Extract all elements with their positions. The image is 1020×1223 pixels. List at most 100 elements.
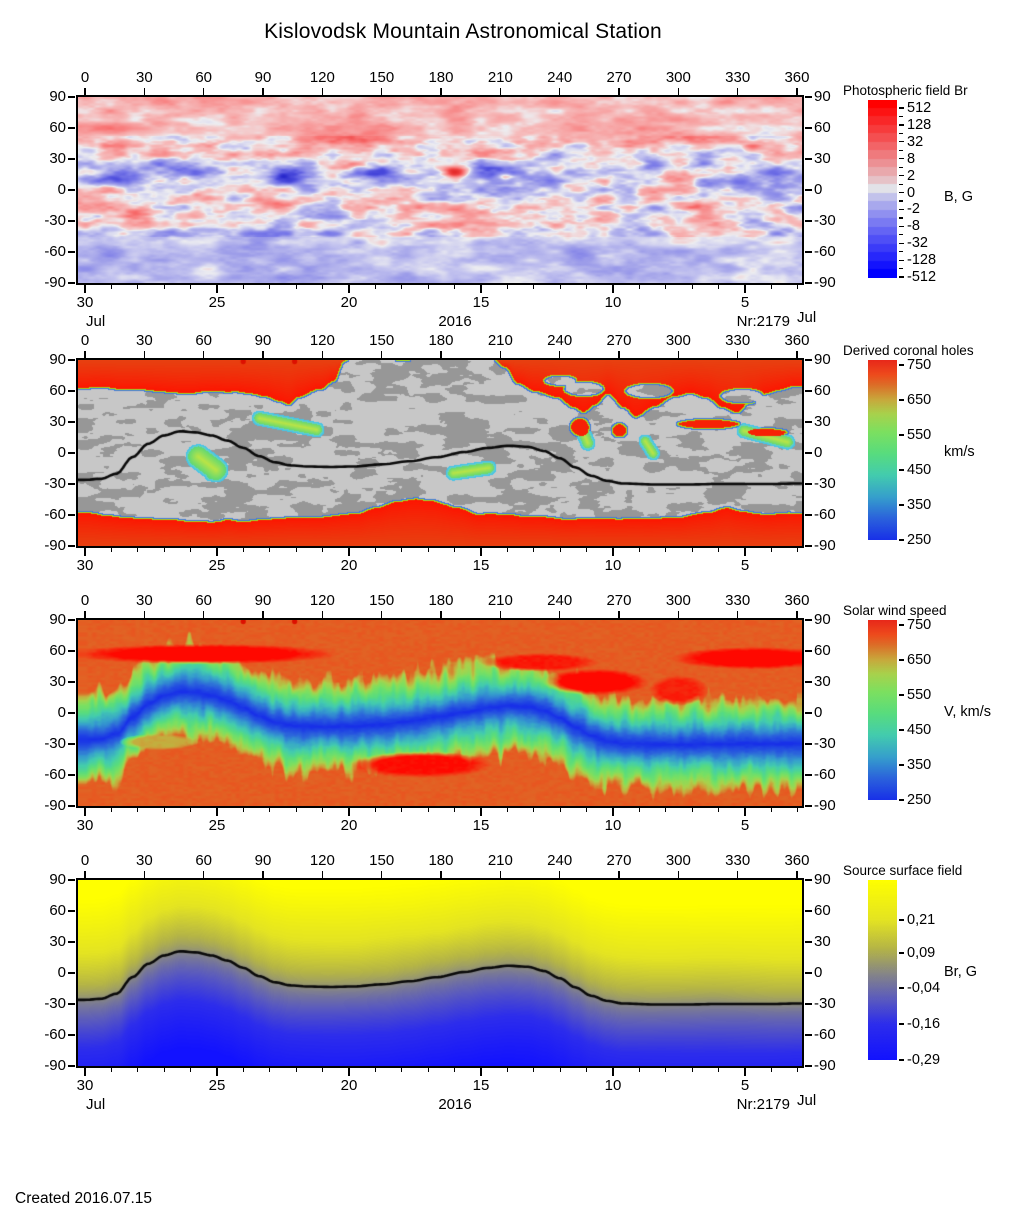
lat-axis-tick-left [68, 483, 75, 485]
lon-axis-label: 90 [254, 69, 272, 86]
lat-axis-label-right: 90 [814, 611, 831, 628]
date-axis-label: 5 [740, 557, 750, 574]
lat-axis-tick-left [68, 619, 75, 621]
lon-axis-tick [381, 88, 383, 95]
lon-axis-label: 270 [606, 592, 632, 609]
colorbar-tick-label: 128 [907, 116, 932, 133]
date-axis-tick [189, 808, 192, 812]
date-axis-label: 30 [76, 294, 94, 311]
lon-axis-tick [499, 871, 501, 878]
date-axis-tick [110, 548, 113, 552]
lat-axis-label-left: 60 [49, 902, 66, 919]
lat-axis-label-right: 30 [814, 413, 831, 430]
lon-axis-label: 270 [606, 69, 632, 86]
lon-axis-label: 240 [547, 332, 573, 349]
lat-axis-tick-right [805, 452, 812, 454]
date-axis-label: 20 [340, 817, 358, 834]
lat-axis-tick-left [68, 910, 75, 912]
lat-axis-label-right: 30 [814, 933, 831, 950]
lat-axis-label-left: -90 [44, 1057, 66, 1074]
date-axis-tick [585, 548, 588, 552]
date-axis-tick [269, 808, 271, 812]
lon-axis-label: 210 [487, 592, 513, 609]
colorbar-tick-label: -8 [907, 218, 920, 235]
lat-axis-label-left: -90 [44, 537, 66, 554]
colorbar-tick-label: 32 [907, 133, 924, 150]
date-axis-tick [110, 1068, 113, 1072]
date-axis-tick [321, 285, 324, 289]
lon-axis-tick [618, 88, 620, 95]
date-axis-label: 15 [472, 1077, 490, 1094]
lat-axis-tick-left [68, 774, 75, 776]
date-axis-tick [84, 285, 86, 293]
lon-axis-label: 90 [254, 592, 272, 609]
colorbar-tick [899, 952, 904, 954]
colorbar-tick [899, 1023, 904, 1025]
lon-axis-label: 240 [547, 69, 573, 86]
lon-axis-label: 150 [369, 592, 395, 609]
colorbar-tick-label: 750 [907, 357, 932, 374]
lat-axis-label-right: 60 [814, 902, 831, 919]
wind-colorbar-canvas [868, 620, 897, 800]
date-axis-label: 20 [340, 557, 358, 574]
date-axis-label: 5 [740, 1077, 750, 1094]
lat-axis-tick-left [68, 390, 75, 392]
lon-axis-label: 330 [725, 592, 751, 609]
lon-axis-tick [143, 88, 145, 95]
date-axis-label: 10 [604, 817, 622, 834]
lon-axis-tick [262, 611, 264, 618]
date-axis-tick [374, 808, 377, 812]
date-axis-tick [744, 285, 746, 293]
month-label-left: Jul [86, 313, 106, 330]
date-axis-tick [269, 548, 271, 552]
lat-axis-tick-right [805, 251, 812, 253]
lat-axis-label-left: 60 [49, 119, 66, 136]
date-axis-tick [427, 548, 429, 552]
date-axis-tick [453, 1068, 456, 1072]
lon-axis-label: 330 [725, 332, 751, 349]
lat-axis-label-right: -90 [814, 797, 836, 814]
date-axis-tick [612, 285, 614, 293]
colorbar-tick [899, 259, 904, 261]
lon-axis-tick [440, 871, 442, 878]
lon-axis-tick [796, 871, 798, 878]
colorbar-minor-tick [899, 166, 903, 168]
colorbar-tick-label: 450 [907, 721, 932, 738]
date-axis-tick [242, 808, 245, 812]
lat-axis-label-left: -30 [44, 735, 66, 752]
colorbar-tick [899, 399, 904, 401]
date-axis-tick [638, 285, 641, 289]
lat-axis-label-left: -90 [44, 797, 66, 814]
lon-axis-tick [499, 351, 501, 358]
date-axis-label: 30 [76, 557, 94, 574]
colorbar-title: Solar wind speed [843, 603, 947, 618]
colorbar-minor-tick [899, 183, 903, 185]
lon-axis-label: 90 [254, 852, 272, 869]
lat-axis-tick-right [805, 1034, 812, 1036]
date-axis-tick [163, 1068, 165, 1072]
lon-axis-tick [381, 611, 383, 618]
date-axis-tick [533, 808, 535, 812]
lat-axis-label-right: 0 [814, 704, 823, 721]
lon-axis-tick [618, 351, 620, 358]
date-axis-tick [797, 808, 799, 812]
colorbar-tick [899, 107, 904, 109]
date-axis-tick [612, 1068, 614, 1076]
date-axis-tick [348, 1068, 350, 1076]
lat-axis-tick-left [68, 96, 75, 98]
lon-axis-tick [618, 871, 620, 878]
colorbar-tick [899, 469, 904, 471]
month-label-right: Jul [797, 1092, 817, 1109]
lon-axis-tick [143, 611, 145, 618]
lon-axis-tick [203, 611, 205, 618]
date-axis-label: 25 [208, 557, 226, 574]
lon-axis-label: 210 [487, 69, 513, 86]
date-axis-tick [717, 1068, 720, 1072]
date-axis-tick [559, 548, 561, 552]
lon-axis-tick [796, 88, 798, 95]
date-axis-tick [427, 1068, 429, 1072]
lat-axis-label-right: 90 [814, 871, 831, 888]
lon-axis-label: 300 [665, 332, 691, 349]
date-axis-tick [717, 285, 720, 289]
